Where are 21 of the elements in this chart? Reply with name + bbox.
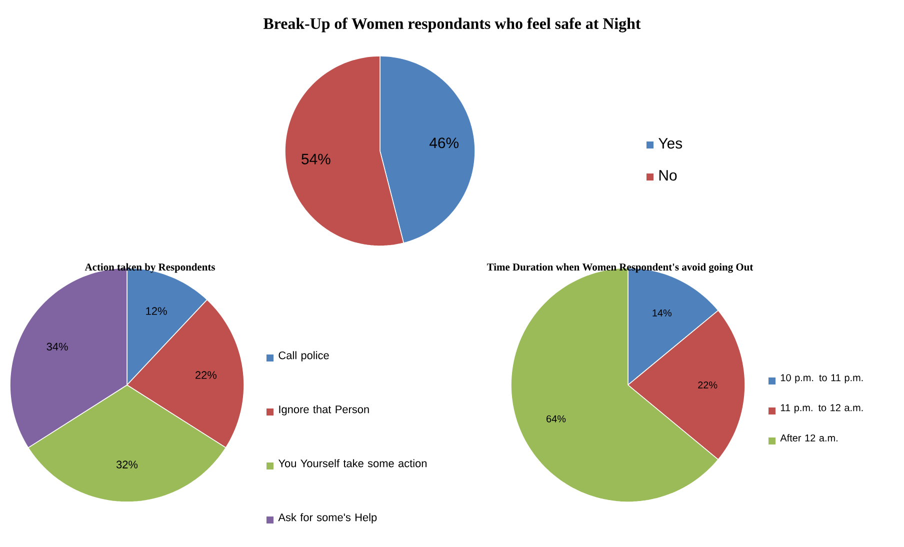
data-label: 14% <box>652 310 672 316</box>
legend-label: 10 p.m. to 11 p.m. <box>780 374 863 384</box>
data-label: 64% <box>546 415 566 422</box>
chart-title: Time Duration when Women Respondent's avoid going Out <box>487 263 754 273</box>
legend-label: No <box>659 170 677 181</box>
legend-label: After 12 a.m. <box>780 434 838 442</box>
legend-label: Ignore that Person <box>279 405 369 416</box>
data-label: 22% <box>196 371 216 379</box>
legend-label: Ask for some's Help <box>278 513 377 524</box>
data-label: 12% <box>146 307 167 315</box>
data-label: 46% <box>429 138 459 148</box>
legend-label: Yes <box>658 138 682 149</box>
chart-title: Break-Up of Women respondants who feel safe at Night <box>264 18 641 32</box>
data-label: 54% <box>302 154 330 164</box>
chart-title: Action taken by Respondents <box>84 263 215 273</box>
legend-label: 11 p.m. to 12 a.m. <box>780 404 863 414</box>
legend-label: You Yourself take some action <box>278 459 427 468</box>
data-label: 22% <box>698 381 718 388</box>
legend-label: Call police <box>278 351 329 362</box>
data-label: 34% <box>46 342 68 351</box>
data-label: 32% <box>116 460 138 468</box>
